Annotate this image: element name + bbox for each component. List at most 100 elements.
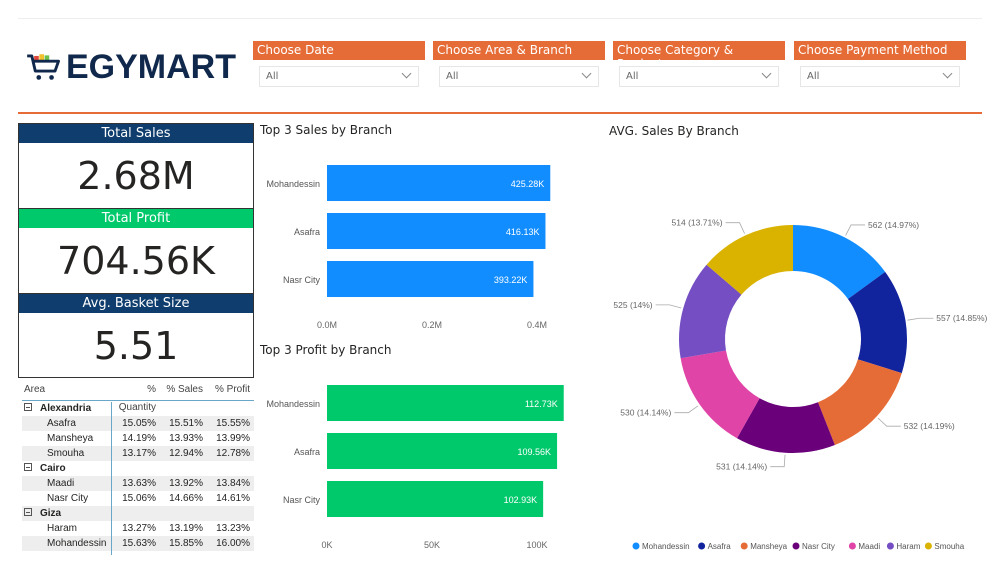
legend-marker: [792, 542, 800, 550]
table-cell: Mohandessin: [47, 538, 107, 549]
slicer-dropdown[interactable]: All: [800, 66, 960, 87]
legend-marker: [740, 542, 748, 550]
slicer-dropdown[interactable]: All: [439, 66, 599, 87]
chevron-down-icon[interactable]: [401, 68, 412, 79]
table-cell: 13.63%: [122, 478, 156, 489]
slicer-date[interactable]: Choose Date All: [253, 41, 425, 87]
kpi-value: 704.56K: [57, 239, 215, 283]
chevron-down-icon[interactable]: [942, 68, 953, 79]
table-cell: 12.94%: [169, 448, 203, 459]
legend-marker: [848, 542, 856, 550]
chevron-down-icon[interactable]: [761, 68, 772, 79]
column-header[interactable]: % Sales: [166, 384, 203, 395]
table-cell: 14.66%: [169, 493, 203, 504]
table-row: Haram 13.27% 13.19% 13.23%: [22, 521, 254, 536]
collapse-icon[interactable]: [24, 463, 32, 471]
leader-line: [877, 417, 901, 427]
table-cell: Haram: [47, 523, 78, 534]
data-label: 109.56K: [518, 447, 552, 457]
table-cell: 13.23%: [216, 523, 250, 534]
donut-slice: [793, 225, 886, 299]
legend-label: Smouha: [934, 542, 964, 551]
table-row: Maadi 13.63% 13.92% 13.84%: [22, 476, 254, 491]
x-tick-label: 0K: [321, 540, 332, 550]
donut-slice: [737, 398, 835, 453]
table-cell: 13.17%: [122, 448, 156, 459]
kpi-label: Total Sales: [19, 124, 253, 143]
slicer-value: All: [626, 71, 639, 82]
x-tick-label: 100K: [526, 540, 547, 550]
kpi-label: Total Profit: [19, 209, 253, 228]
table-cell: Nasr City: [47, 493, 89, 504]
table-cell: 15.06%: [122, 493, 156, 504]
data-label: 102.93K: [504, 495, 538, 505]
leader-line: [725, 222, 745, 234]
data-label: 530 (14.14%): [620, 408, 671, 418]
leader-line: [907, 317, 934, 321]
bar: [327, 481, 544, 517]
table-cell: Smouha: [47, 448, 85, 459]
kpi-label: Avg. Basket Size: [19, 294, 253, 313]
legend-marker: [924, 542, 932, 550]
x-tick-label: 0.4M: [527, 320, 547, 330]
donut-slice: [817, 359, 902, 446]
legend-marker: [886, 542, 894, 550]
donut-slice: [706, 225, 793, 295]
table-row: Smouha 13.17% 12.94% 12.78%: [22, 446, 254, 461]
collapse-icon[interactable]: [24, 508, 32, 516]
table-header: Area % Quantity % Sales % Profit: [22, 381, 254, 413]
slicer-dropdown[interactable]: All: [259, 66, 419, 87]
slicer-label: Choose Area & Branch: [433, 41, 605, 60]
slicer-category-product[interactable]: Choose Category & Product All: [613, 41, 785, 87]
table-cell: 13.27%: [122, 523, 156, 534]
group-name: Cairo: [40, 463, 66, 474]
data-label: 532 (14.19%): [904, 421, 955, 431]
category-label: Mohandessin: [266, 399, 320, 409]
table-cell: 15.51%: [169, 418, 203, 429]
table-cell: Mansheya: [47, 433, 94, 444]
legend-label: Mansheya: [750, 542, 787, 551]
table-row: Mohandessin 15.63% 15.85% 16.00%: [22, 536, 254, 551]
category-label: Asafra: [294, 447, 320, 457]
table-cell: 16.00%: [216, 538, 250, 549]
collapse-icon[interactable]: [24, 403, 32, 411]
table-cell: 15.05%: [122, 418, 156, 429]
table-cell: 13.92%: [169, 478, 203, 489]
data-label: 514 (13.71%): [672, 218, 723, 228]
legend-label: Haram: [896, 542, 920, 551]
kpi-avg-basket-size: Avg. Basket Size 5.51: [18, 293, 254, 378]
slicer-label: Choose Category & Product: [613, 41, 785, 71]
donut-slice: [679, 264, 742, 359]
category-label: Asafra: [294, 227, 320, 237]
data-label: 557 (14.85%): [936, 313, 987, 323]
cart-icon: [27, 54, 60, 80]
data-label: 562 (14.97%): [868, 220, 919, 230]
brand-name: EGYMART: [66, 47, 236, 86]
table-cell: 15.55%: [216, 418, 250, 429]
column-header[interactable]: Area: [24, 384, 46, 395]
legend-label: Mohandessin: [642, 542, 690, 551]
leader-line: [845, 224, 866, 236]
slicer-payment-method[interactable]: Choose Payment Method All: [794, 41, 966, 87]
table-cell: 14.61%: [216, 493, 250, 504]
category-label: Nasr City: [283, 495, 321, 505]
slicer-dropdown[interactable]: All: [619, 66, 779, 87]
x-tick-label: 50K: [424, 540, 440, 550]
data-label: 531 (14.14%): [716, 462, 767, 472]
table-group-row: Giza: [22, 506, 254, 521]
slicer-value: All: [807, 71, 820, 82]
profit-by-branch-chart: Mohandessin 112.73K Asafra 109.56K Nasr City…: [266, 385, 564, 550]
table-row: Nasr City 15.06% 14.66% 14.61%: [22, 491, 254, 506]
column-header[interactable]: % Profit: [214, 384, 250, 395]
data-label: 393.22K: [494, 275, 528, 285]
column-header[interactable]: % Quantity: [118, 384, 156, 413]
chevron-down-icon[interactable]: [581, 68, 592, 79]
slicer-area-branch[interactable]: Choose Area & Branch All: [433, 41, 605, 87]
table-row: Asafra 15.05% 15.51% 15.55%: [22, 416, 254, 431]
table-group-row: Cairo: [22, 461, 254, 476]
table-divider: [111, 402, 112, 555]
legend-label: Asafra: [708, 542, 732, 551]
table-cell: Asafra: [47, 418, 76, 429]
bar: [327, 385, 564, 421]
table-cell: 15.85%: [169, 538, 203, 549]
